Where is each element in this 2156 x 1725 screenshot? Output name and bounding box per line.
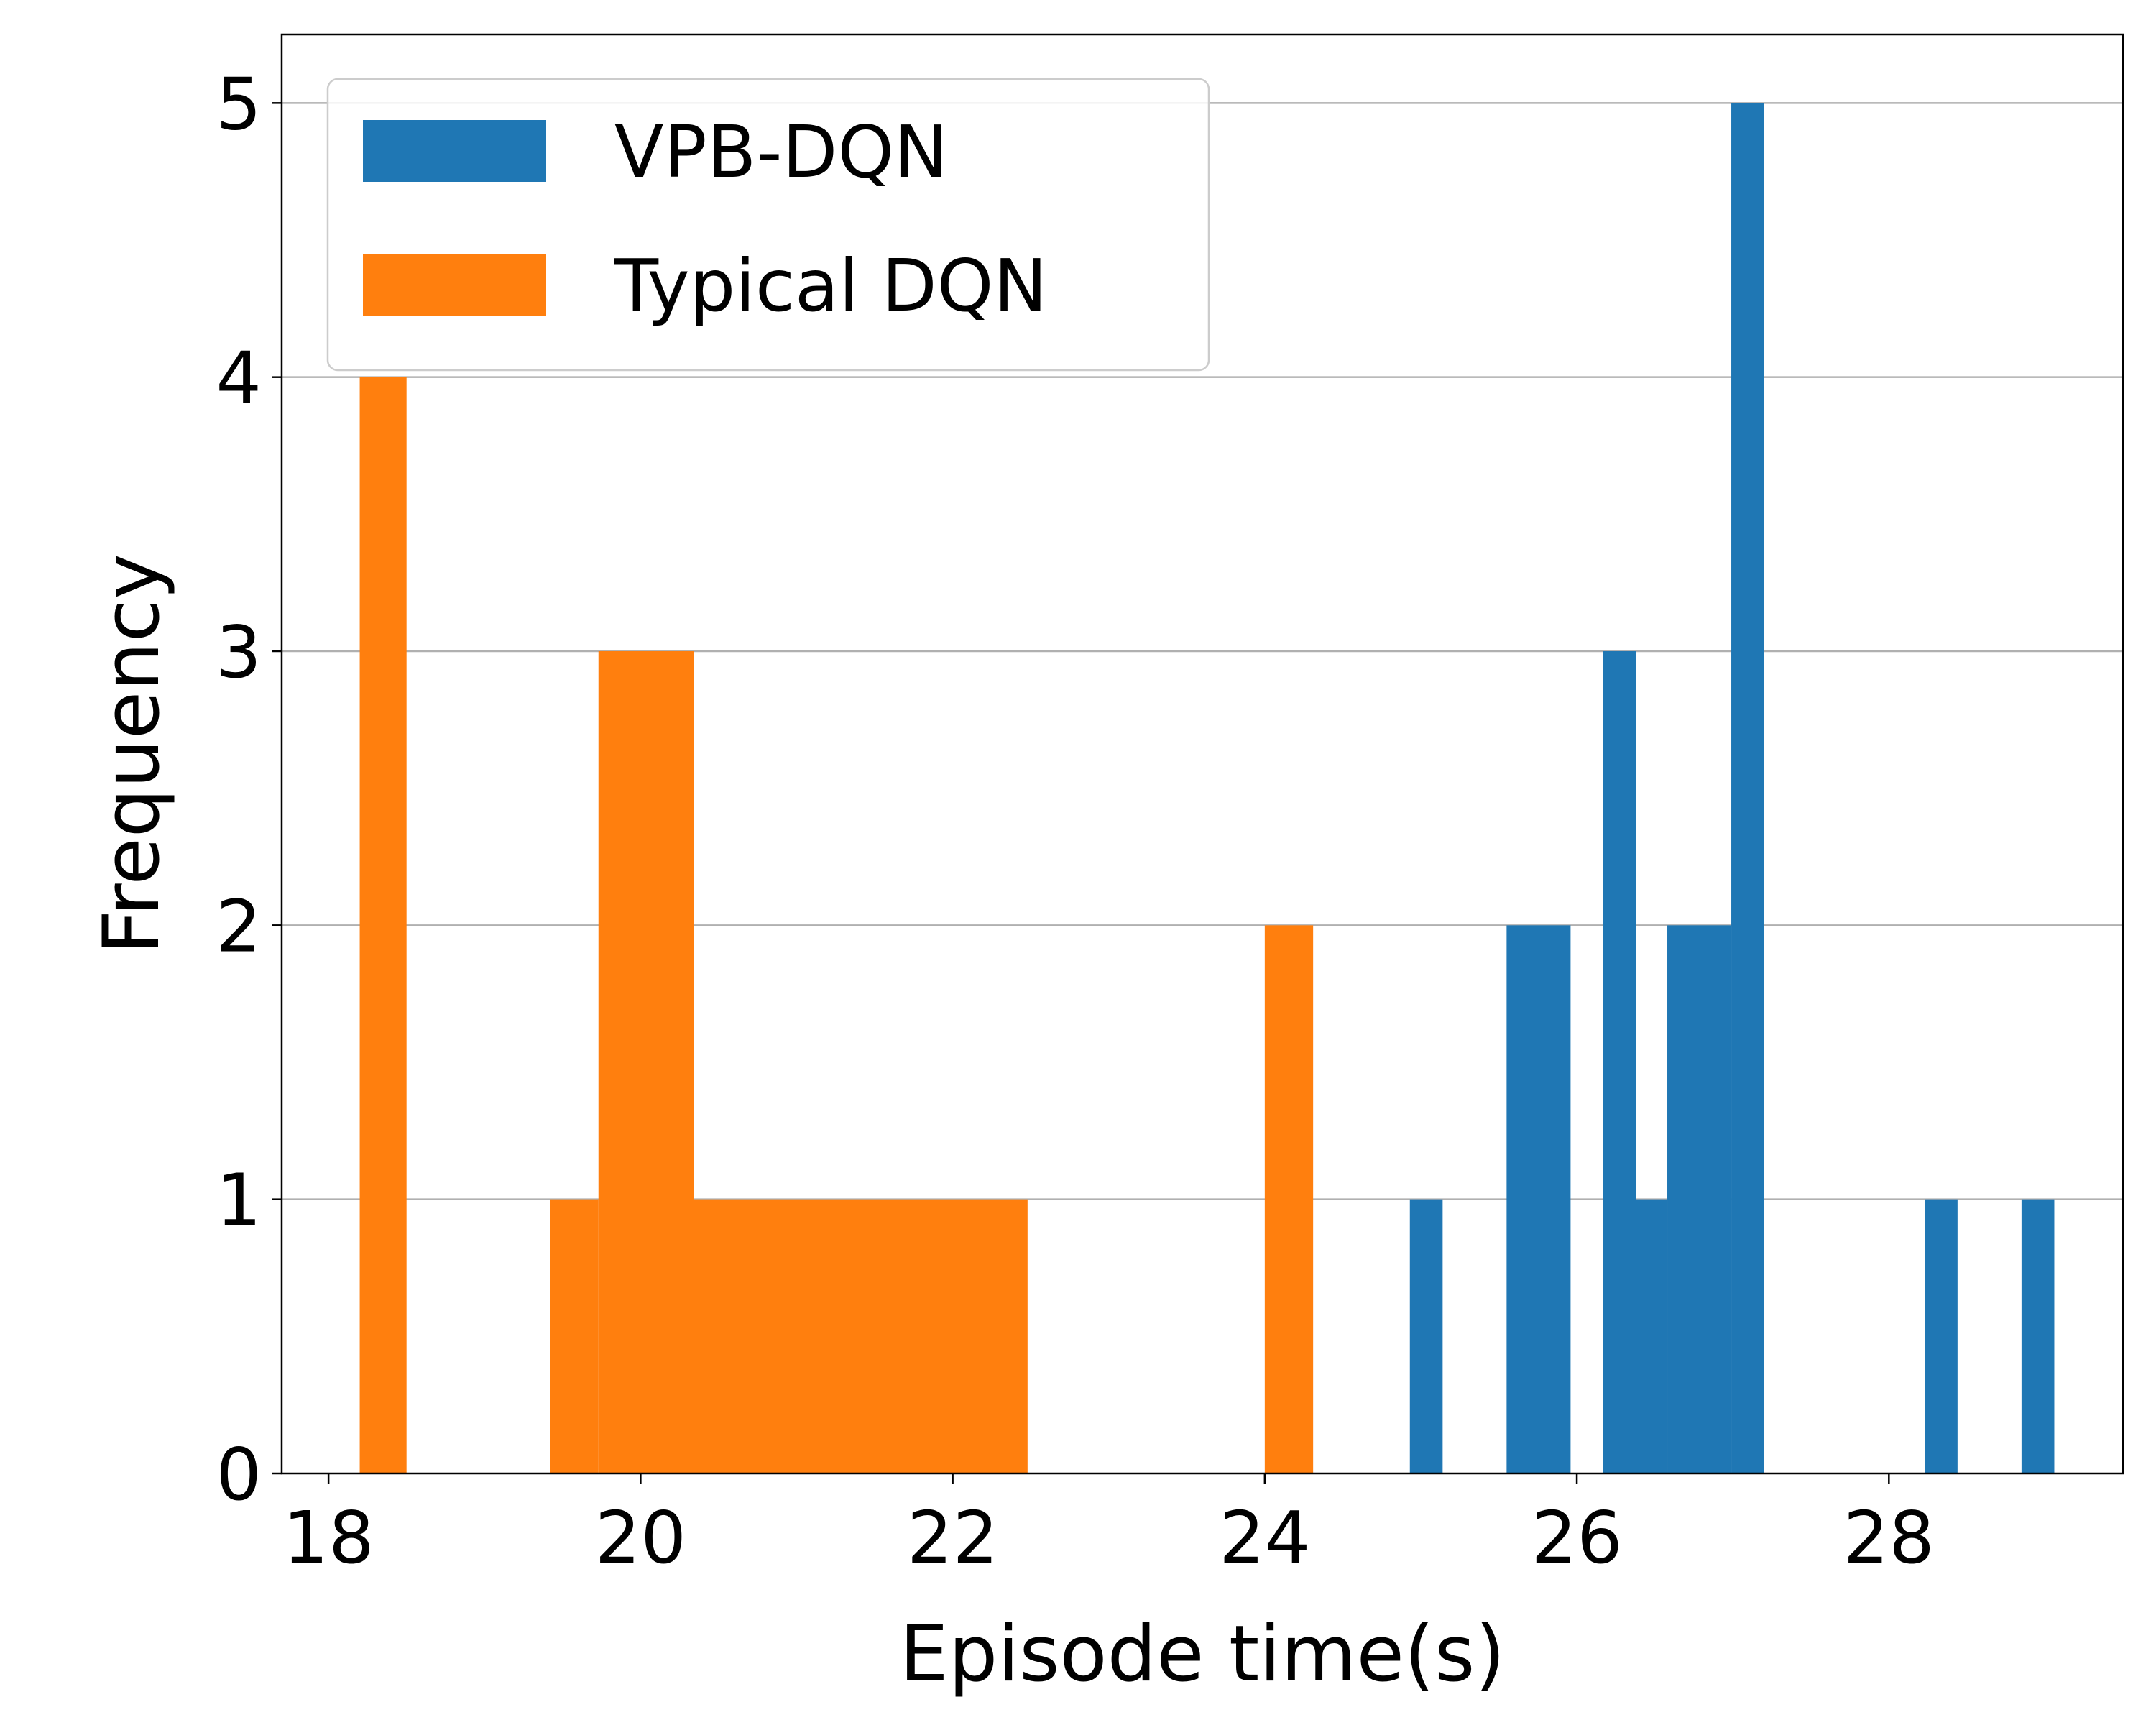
bar-vpb-dqn [1409, 1199, 1443, 1473]
bar-vpb-dqn [1731, 103, 1764, 1473]
x-axis-title: Episode time(s) [899, 1609, 1505, 1699]
bar-vpb-dqn [1925, 1199, 1958, 1473]
x-tick-label: 20 [595, 1496, 686, 1580]
bar-vpb-dqn [1636, 1199, 1668, 1473]
bar-typical-dqn [598, 651, 694, 1473]
bar-typical-dqn [1264, 925, 1314, 1473]
y-tick-label: 0 [216, 1432, 262, 1517]
legend-swatch-vpb-dqn [363, 120, 546, 182]
bar-vpb-dqn [1603, 651, 1636, 1473]
legend-label-typical-dqn: Typical DQN [614, 244, 1047, 328]
bar-typical-dqn [359, 377, 407, 1473]
legend: VPB-DQN Typical DQN [326, 78, 1210, 372]
y-tick-label: 1 [216, 1159, 262, 1243]
plot-frame [280, 33, 2124, 1475]
legend-label-vpb-dqn: VPB-DQN [614, 110, 948, 194]
x-tick-label: 28 [1843, 1496, 1935, 1580]
x-tick-label: 26 [1531, 1496, 1622, 1580]
histogram-bars [359, 103, 2055, 1473]
x-tick-label: 18 [283, 1496, 374, 1580]
bar-typical-dqn [694, 1199, 1028, 1473]
legend-box [326, 78, 1210, 372]
legend-swatch-typical-dqn [363, 254, 546, 316]
y-tick-label: 4 [216, 336, 262, 420]
y-axis-title: Frequency [87, 553, 177, 954]
axis-ticks: 18 20 22 24 26 28 0 1 2 3 4 5 [216, 62, 1935, 1580]
bar-typical-dqn [550, 1199, 599, 1473]
bar-vpb-dqn [2021, 1199, 2055, 1473]
x-tick-label: 24 [1219, 1496, 1310, 1580]
x-tick-label: 22 [907, 1496, 998, 1580]
y-tick-label: 5 [216, 62, 262, 146]
bar-vpb-dqn [1506, 925, 1571, 1473]
y-tick-label: 2 [216, 884, 262, 968]
bar-vpb-dqn [1667, 925, 1732, 1473]
y-tick-label: 3 [216, 610, 262, 694]
